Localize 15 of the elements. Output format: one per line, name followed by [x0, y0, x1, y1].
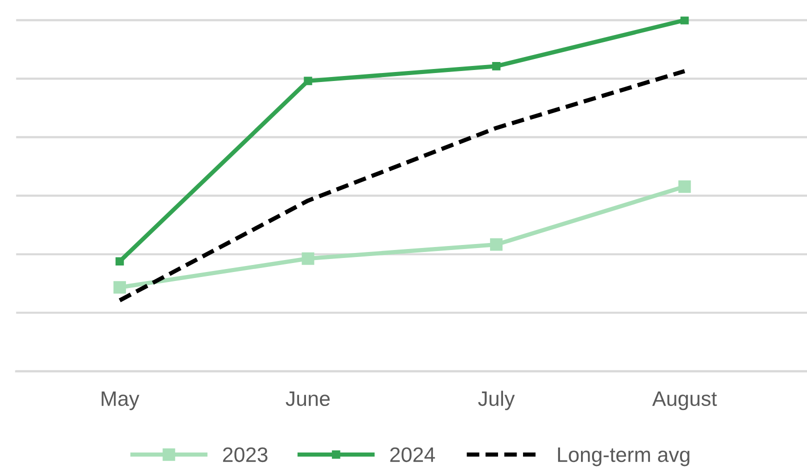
- x-tick-label: July: [478, 390, 515, 410]
- legend-label: 2024: [390, 447, 435, 462]
- x-tick-label: June: [286, 391, 330, 406]
- x-tick-label: August: [652, 391, 717, 410]
- point: [116, 257, 124, 266]
- legend-label: Long-term avg: [558, 448, 690, 466]
- point: [490, 238, 503, 251]
- x-tick-label: May: [102, 391, 140, 410]
- point: [680, 16, 689, 24]
- point: [492, 62, 500, 70]
- legend-label: 2023: [223, 447, 268, 462]
- point: [302, 252, 314, 265]
- point: [113, 281, 126, 294]
- point: [304, 76, 312, 86]
- point: [678, 180, 691, 193]
